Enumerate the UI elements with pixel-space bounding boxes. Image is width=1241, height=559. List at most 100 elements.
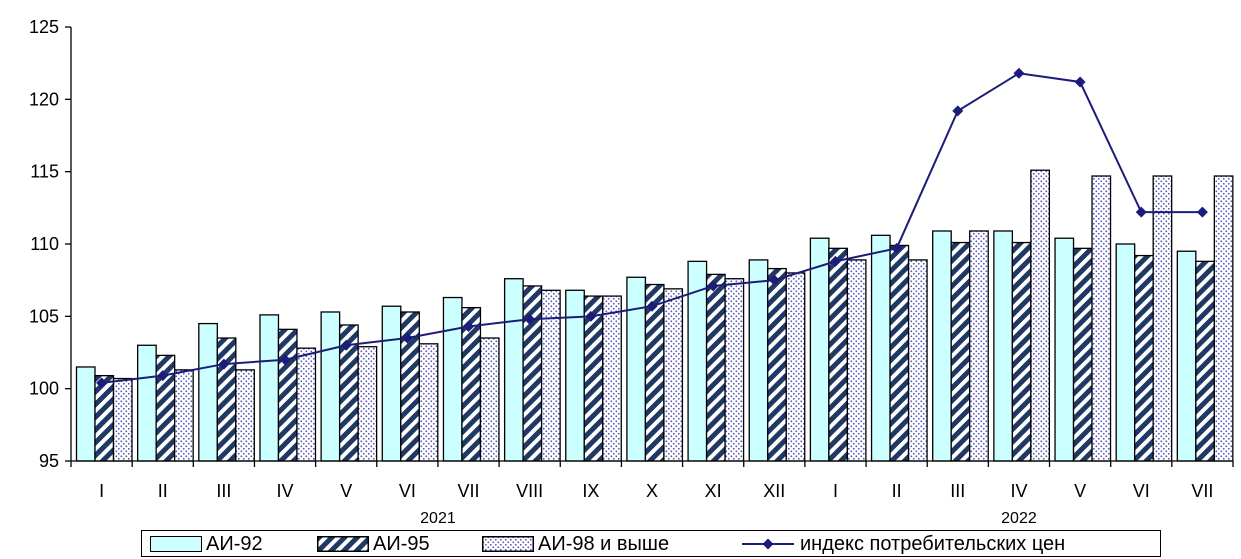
y-tick-label: 120 <box>29 89 59 109</box>
cpi-point <box>279 354 291 366</box>
x-tick-label: X <box>646 481 658 501</box>
x-tick-label: V <box>1074 481 1086 501</box>
cpi-point <box>829 255 841 267</box>
bar-ai98 <box>112 377 133 462</box>
y-tick-label: 105 <box>29 306 59 326</box>
legend-item-ai98: АИ-98 и выше <box>482 533 669 555</box>
bar-ai92 <box>442 296 463 462</box>
bar-ai92 <box>259 314 280 462</box>
y-tick-label: 115 <box>30 162 59 182</box>
bar-ai92 <box>1176 250 1197 462</box>
bar-ai92 <box>381 305 402 462</box>
bar-ai95 <box>950 241 971 462</box>
cpi-point <box>1135 206 1147 218</box>
bar-ai92 <box>932 230 952 462</box>
legend-item-ai95: АИ-95 <box>317 533 430 555</box>
bar-ai95 <box>1072 247 1093 462</box>
bar-ai95 <box>644 283 665 462</box>
bar-ai95 <box>583 295 604 462</box>
bar-ai98 <box>785 272 806 462</box>
x-tick-label: I <box>833 481 838 501</box>
x-tick-label: XII <box>763 481 785 501</box>
cpi-point <box>952 105 964 117</box>
cpi-point <box>218 358 230 370</box>
x-tick-label: XI <box>705 481 722 501</box>
x-tick-label: IX <box>582 481 599 501</box>
x-tick-label: II <box>892 481 902 501</box>
bar-ai98 <box>174 369 194 462</box>
cpi-point <box>1074 76 1086 88</box>
bar-ai95 <box>889 244 910 462</box>
bar-ai95 <box>400 311 420 462</box>
bar-ai92 <box>809 237 830 462</box>
x-tick-label: VI <box>399 481 416 501</box>
cpi-point <box>891 242 903 254</box>
bar-ai95 <box>1011 241 1032 462</box>
bar-ai92 <box>503 278 524 462</box>
x-tick-label: VII <box>1191 481 1213 501</box>
cpi-line-layer <box>96 67 1208 389</box>
bar-ai95 <box>1195 260 1215 462</box>
y-tick-label: 100 <box>29 379 59 399</box>
cpi-point <box>96 377 108 389</box>
bar-ai98 <box>296 347 317 462</box>
y-tick-label: 125 <box>29 17 59 37</box>
cpi-point <box>401 332 413 344</box>
x-tick-label: III <box>216 481 231 501</box>
bar-ai92 <box>748 259 769 462</box>
bar-ai95 <box>522 285 543 462</box>
bar-ai98 <box>602 295 622 462</box>
bar-ai92 <box>1115 243 1136 462</box>
bar-ai95 <box>705 273 726 462</box>
year-label: 2022 <box>1001 510 1037 527</box>
bar-ai95 <box>461 306 482 462</box>
bar-ai95 <box>94 374 115 462</box>
bar-ai98 <box>235 369 255 462</box>
bar-ai98 <box>1213 175 1234 462</box>
bar-ai92 <box>75 366 96 462</box>
x-tick-label: IV <box>1010 481 1027 501</box>
bar-ai95 <box>767 267 787 462</box>
x-tick-label: IV <box>277 481 294 501</box>
bar-ai98 <box>846 259 867 462</box>
bar-ai98 <box>663 288 684 462</box>
bar-ai98 <box>907 259 928 462</box>
bar-ai98 <box>724 278 745 462</box>
cpi-point <box>707 280 719 292</box>
bars-layer <box>75 169 1234 462</box>
bar-ai98 <box>418 343 439 462</box>
bar-ai92 <box>1054 237 1075 462</box>
bar-ai98 <box>969 230 989 462</box>
y-tick-label: 110 <box>30 234 59 254</box>
cpi-point <box>768 274 780 286</box>
bar-ai92 <box>137 344 157 462</box>
bar-ai92 <box>320 311 341 462</box>
cpi-point <box>524 313 536 325</box>
legend-swatch-ai98 <box>482 536 534 552</box>
bar-ai92 <box>993 230 1014 462</box>
cpi-point <box>1196 206 1208 218</box>
x-tick-label: III <box>950 481 965 501</box>
bar-ai98 <box>479 337 500 462</box>
bar-ai95 <box>155 354 176 462</box>
x-tick-label: VII <box>458 481 480 501</box>
legend-item-ai92: АИ-92 <box>150 533 263 555</box>
bar-ai95 <box>1134 254 1154 462</box>
cpi-point <box>646 300 658 312</box>
bar-ai98 <box>1030 169 1051 462</box>
x-tick-label: I <box>99 481 104 501</box>
cpi-point <box>340 339 352 351</box>
cpi-point <box>1013 67 1025 79</box>
x-tick-label: VIII <box>516 481 543 501</box>
y-tick-label: 95 <box>39 451 59 471</box>
cpi-point <box>157 370 169 382</box>
legend-item-cpi: индекс потребительских цен <box>740 533 1065 555</box>
bar-ai95 <box>828 247 849 462</box>
x-tick-label: V <box>340 481 352 501</box>
legend: АИ-92 АИ-95 АИ-98 и выше индекс потребит… <box>141 530 1161 557</box>
bar-ai95 <box>277 328 298 462</box>
year-label: 2021 <box>420 510 456 527</box>
legend-label-ai92: АИ-92 <box>206 533 263 555</box>
